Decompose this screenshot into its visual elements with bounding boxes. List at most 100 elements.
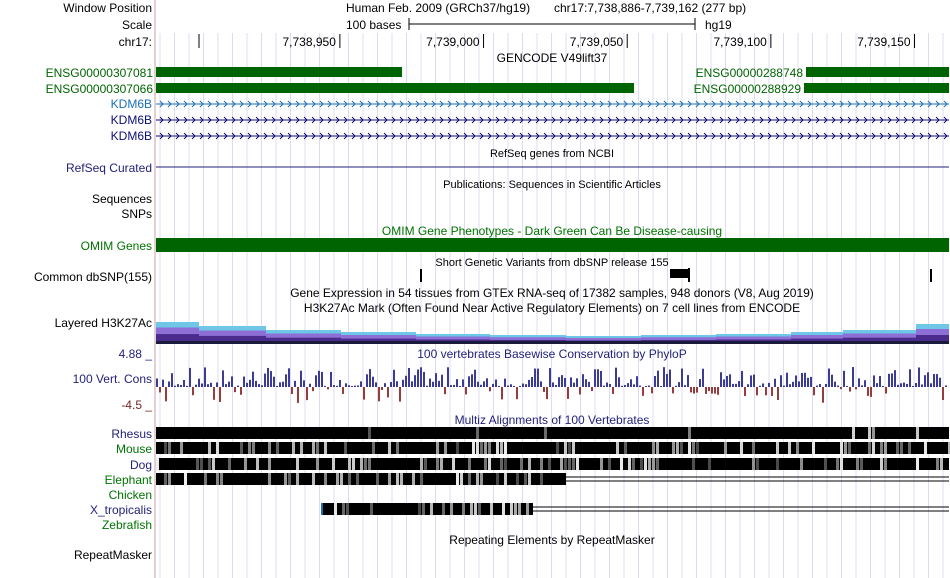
conservation-bar	[549, 368, 551, 387]
multiz-gap-shade	[348, 473, 351, 485]
conservation-bar	[492, 383, 494, 387]
repeatmasker-label[interactable]: RepeatMasker	[73, 548, 152, 562]
multiz-gap-shade	[388, 473, 391, 485]
h3k27ac-label[interactable]: Layered H3K27Ac	[54, 316, 152, 330]
multiz-gap-shade	[216, 473, 219, 485]
h3k27ac-track-title[interactable]: H3K27Ac Mark (Often Found Near Active Re…	[303, 301, 801, 315]
ruler-tick-label: 7,739,150	[857, 35, 911, 49]
multiz-track-title[interactable]: Multiz Alignments of 100 Vertebrates	[454, 413, 650, 427]
strand-chevrons	[159, 100, 948, 108]
omim-track-title[interactable]: OMIM Gene Phenotypes - Dark Green Can Be…	[381, 224, 723, 238]
conservation-bar	[729, 374, 731, 387]
conservation-bar	[657, 370, 659, 387]
multiz-gap-shade	[412, 473, 415, 485]
multiz-gap-shade	[860, 458, 863, 470]
conservation-bar	[204, 367, 206, 387]
conservation-bar	[804, 372, 806, 387]
conservation-bar	[810, 376, 812, 387]
multiz-gap-shade	[168, 442, 171, 454]
omim-genes-label[interactable]: OMIM Genes	[80, 239, 152, 253]
species-label-zebrafish[interactable]: Zebrafish	[101, 518, 152, 532]
conservation-bar	[840, 387, 842, 390]
conservation-bar	[822, 387, 824, 403]
conservation-bar	[828, 368, 830, 387]
assembly-title: Human Feb. 2009 (GRCh37/hg19)	[346, 1, 531, 15]
conservation-bar	[288, 368, 290, 387]
conservation-bar	[933, 374, 935, 387]
multiz-gap-shade	[340, 473, 343, 485]
multiz-gap-shade	[312, 442, 315, 454]
multiz-gap-shade	[334, 503, 337, 515]
conservation-bar	[453, 384, 455, 387]
conservation-bar	[732, 383, 734, 387]
conservation-bar	[489, 387, 491, 392]
multiz-gap-shade	[256, 458, 259, 470]
conservation-bar	[486, 378, 488, 387]
multiz-insertion-mark	[321, 503, 323, 515]
conservation-bar	[594, 369, 596, 387]
conservation-bar	[576, 378, 578, 387]
multiz-gap-shade	[156, 458, 159, 470]
gene-label-kdm6b-2[interactable]: KDM6B	[110, 113, 152, 127]
conservation-bar	[612, 387, 614, 394]
conservation-bar	[747, 384, 749, 387]
conservation-bar	[765, 387, 767, 396]
multiz-gap-shade	[510, 503, 513, 515]
conservation-bar	[252, 371, 254, 387]
multiz-gap-shade	[300, 442, 303, 454]
conservation-bar	[393, 369, 395, 387]
species-label-elephant[interactable]: Elephant	[104, 473, 152, 487]
conservation-bar	[441, 374, 443, 387]
dbsnp-track-title[interactable]: Short Genetic Variants from dbSNP releas…	[435, 257, 669, 269]
multiz-gap-shade	[836, 458, 839, 470]
species-label-dog[interactable]: Dog	[129, 458, 152, 472]
conservation-bar	[183, 379, 185, 387]
gencode-gene-bar	[156, 83, 634, 93]
multiz-gap-shade	[840, 458, 843, 470]
conservation-bar	[291, 387, 293, 395]
multiz-gap-shade	[572, 442, 575, 454]
dbsnp-label[interactable]: Common dbSNP(155)	[33, 270, 152, 284]
conservation-bar	[246, 382, 248, 387]
gencode-track-title[interactable]: GENCODE V49lift37	[496, 51, 608, 65]
species-label-rhesus[interactable]: Rhesus	[111, 427, 152, 441]
multiz-gap-shade	[424, 458, 427, 470]
repeatmasker-track-title[interactable]: Repeating Elements by RepeatMasker	[449, 533, 655, 547]
pubs-track-title[interactable]: Publications: Sequences in Scientific Ar…	[443, 179, 661, 191]
snp-variant	[670, 269, 688, 278]
species-label-chicken[interactable]: Chicken	[108, 488, 152, 502]
conservation-bar	[156, 378, 158, 387]
conservation-bar	[861, 385, 863, 387]
conservation-bar	[654, 375, 656, 387]
refseq-track-title[interactable]: RefSeq genes from NCBI	[489, 148, 615, 160]
multiz-gap-shade	[212, 458, 215, 470]
snps-label[interactable]: SNPs	[121, 207, 152, 221]
gene-label-kdm6b-1[interactable]: KDM6B	[110, 97, 152, 111]
conservation-bar	[426, 385, 428, 387]
multiz-gap-shade	[880, 458, 883, 470]
sequences-label[interactable]: Sequences	[91, 192, 152, 206]
ruler-tick-label: 7,739,050	[570, 35, 624, 49]
gtex-track-title[interactable]: Gene Expression in 54 tissues from GTEx …	[290, 286, 814, 300]
conservation-bar	[174, 385, 176, 387]
refseq-curated-label[interactable]: RefSeq Curated	[65, 161, 152, 175]
conservation-track-title[interactable]: 100 vertebrates Basewise Conservation by…	[417, 347, 687, 361]
multiz-gap-shade	[324, 473, 327, 485]
multiz-gap-shade	[444, 442, 447, 454]
conservation-bar	[870, 387, 872, 397]
species-label-x-tropicalis[interactable]: X_tropicalis	[89, 503, 152, 517]
conservation-bar	[381, 387, 383, 390]
multiz-gap-shade	[896, 442, 899, 454]
multiz-gap-shade	[692, 458, 695, 470]
conservation-bar	[519, 385, 521, 387]
conservation-bar	[684, 385, 686, 387]
gene-label-kdm6b-3[interactable]: KDM6B	[110, 129, 152, 143]
multiz-gap-shade	[504, 458, 507, 470]
species-label-mouse[interactable]: Mouse	[115, 442, 152, 456]
conservation-label[interactable]: 100 Vert. Cons	[72, 372, 152, 386]
multiz-gap-shade	[608, 458, 611, 470]
conservation-bar	[462, 379, 464, 387]
